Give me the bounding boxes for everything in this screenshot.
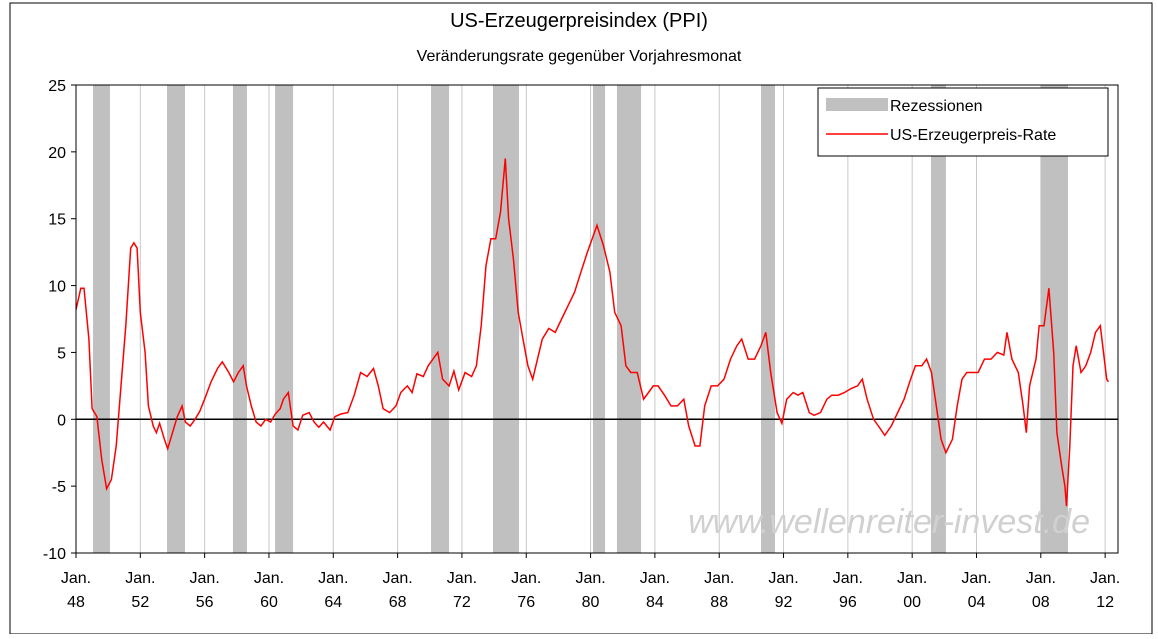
watermark: www.wellenreiter-invest.de <box>688 503 1090 541</box>
y-tick-label: 15 <box>48 212 66 229</box>
y-tick-label: 0 <box>57 412 66 429</box>
recession-band <box>275 85 294 553</box>
recession-band <box>592 85 606 553</box>
y-tick-label: 25 <box>48 78 66 95</box>
x-tick-label: Jan. 84 <box>640 570 670 611</box>
x-tick-label: Jan. 80 <box>575 570 605 611</box>
x-tick-label: Jan. 60 <box>254 570 284 611</box>
plot-border <box>75 84 1119 554</box>
chart-subtitle: Veränderungsrate gegenüber Vorjahresmona… <box>417 48 742 65</box>
recession-band <box>431 85 450 553</box>
recession-band <box>492 85 520 553</box>
legend-swatch <box>826 98 888 111</box>
x-tick-label: Jan. 64 <box>318 570 348 611</box>
x-tick-label: Jan. 00 <box>897 570 927 611</box>
legend-label: US-Erzeugerpreis-Rate <box>890 127 1056 144</box>
recession-band <box>232 85 247 553</box>
x-tick-label: Jan. 04 <box>961 570 991 611</box>
x-tick-label: Jan. 92 <box>768 570 798 611</box>
data-line <box>75 158 1110 507</box>
y-tick-label: -5 <box>52 479 66 496</box>
y-tick-label: 20 <box>48 145 66 162</box>
chart-title: US-Erzeugerpreisindex (PPI) <box>450 10 708 32</box>
y-tick-label: 10 <box>48 279 66 296</box>
x-tick-label: Jan. 72 <box>447 570 477 611</box>
x-tick-label: Jan. 56 <box>190 570 220 611</box>
recession-band <box>93 85 110 553</box>
recession-band <box>930 85 946 553</box>
legend-label: Rezessionen <box>890 98 983 115</box>
x-tick-label: Jan. 52 <box>125 570 155 611</box>
recession-band <box>761 85 776 553</box>
recession-band <box>167 85 186 553</box>
x-tick-label: Jan. 12 <box>1090 570 1120 611</box>
x-tick-label: Jan. 88 <box>704 570 734 611</box>
x-tick-label: Jan. 76 <box>511 570 541 611</box>
y-tick-label: -10 <box>43 546 66 563</box>
x-tick-label: Jan. 96 <box>833 570 863 611</box>
y-tick-label: 5 <box>57 345 66 362</box>
recession-band <box>616 85 642 553</box>
x-tick-label: Jan. 48 <box>61 570 91 611</box>
x-tick-label: Jan. 68 <box>382 570 412 611</box>
x-tick-label: Jan. 08 <box>1026 570 1056 611</box>
